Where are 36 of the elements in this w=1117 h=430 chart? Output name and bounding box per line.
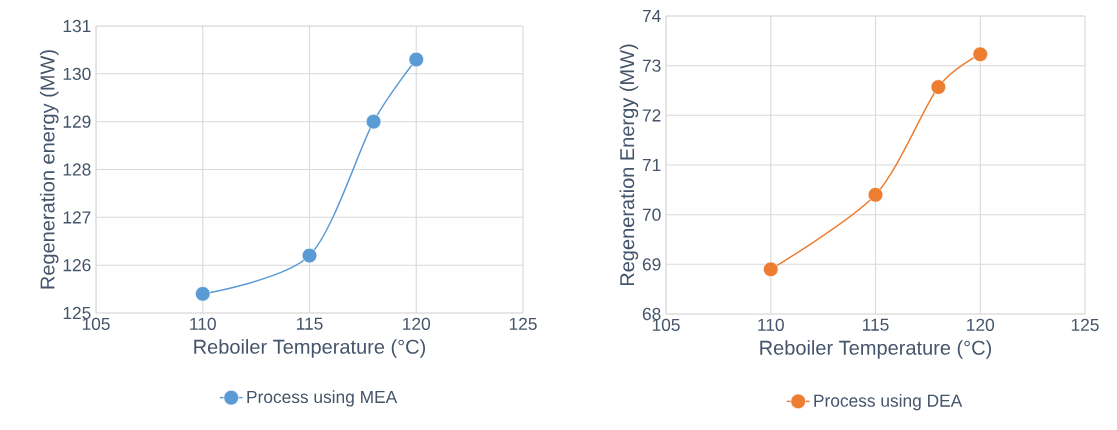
y-tick-label: 74 bbox=[642, 10, 661, 22]
point bbox=[972, 46, 988, 62]
point bbox=[408, 51, 424, 68]
point bbox=[867, 187, 884, 203]
y-axis-title: Regeneration Energy (MW) bbox=[619, 44, 639, 286]
y-tick-label: 73 bbox=[642, 59, 661, 72]
y-tick-label: 126 bbox=[63, 259, 91, 272]
y-tick-label: 125 bbox=[63, 306, 91, 320]
y-tick-label: 128 bbox=[63, 163, 91, 176]
x-tick-label: 105 bbox=[82, 317, 110, 330]
y-tick-label: 71 bbox=[642, 159, 661, 171]
y-tick-label: 70 bbox=[642, 208, 661, 221]
y-axis-title: Regeneration energy (MW) bbox=[39, 50, 59, 289]
y-tick-label: 127 bbox=[63, 211, 91, 224]
point bbox=[930, 79, 947, 95]
x-tick-label: 120 bbox=[967, 318, 995, 331]
x-axis-title: Reboiler Temperature (°C) bbox=[194, 339, 426, 358]
point bbox=[195, 286, 211, 302]
legend-label: Process using MEA bbox=[247, 390, 398, 407]
point bbox=[763, 261, 779, 277]
point bbox=[301, 247, 318, 264]
x-tick-label: 110 bbox=[190, 317, 216, 330]
point bbox=[365, 114, 382, 130]
x-tick-label: 125 bbox=[509, 317, 537, 330]
x-tick-label: 110 bbox=[758, 318, 784, 331]
y-tick-label: 72 bbox=[642, 109, 661, 122]
y-tick-label: 129 bbox=[63, 115, 91, 128]
x-tick-label: 115 bbox=[297, 317, 323, 330]
y-tick-label: 131 bbox=[63, 19, 91, 33]
y-tick-label: 69 bbox=[642, 258, 661, 271]
x-tick-label: 120 bbox=[403, 317, 431, 330]
x-tick-label: 115 bbox=[863, 318, 889, 331]
legend-label: Process using DEA bbox=[814, 394, 963, 411]
x-tick-label: 125 bbox=[1071, 318, 1099, 331]
x-axis-title: Reboiler Temperature (°C) bbox=[760, 340, 992, 359]
y-tick-label: 130 bbox=[63, 67, 91, 80]
